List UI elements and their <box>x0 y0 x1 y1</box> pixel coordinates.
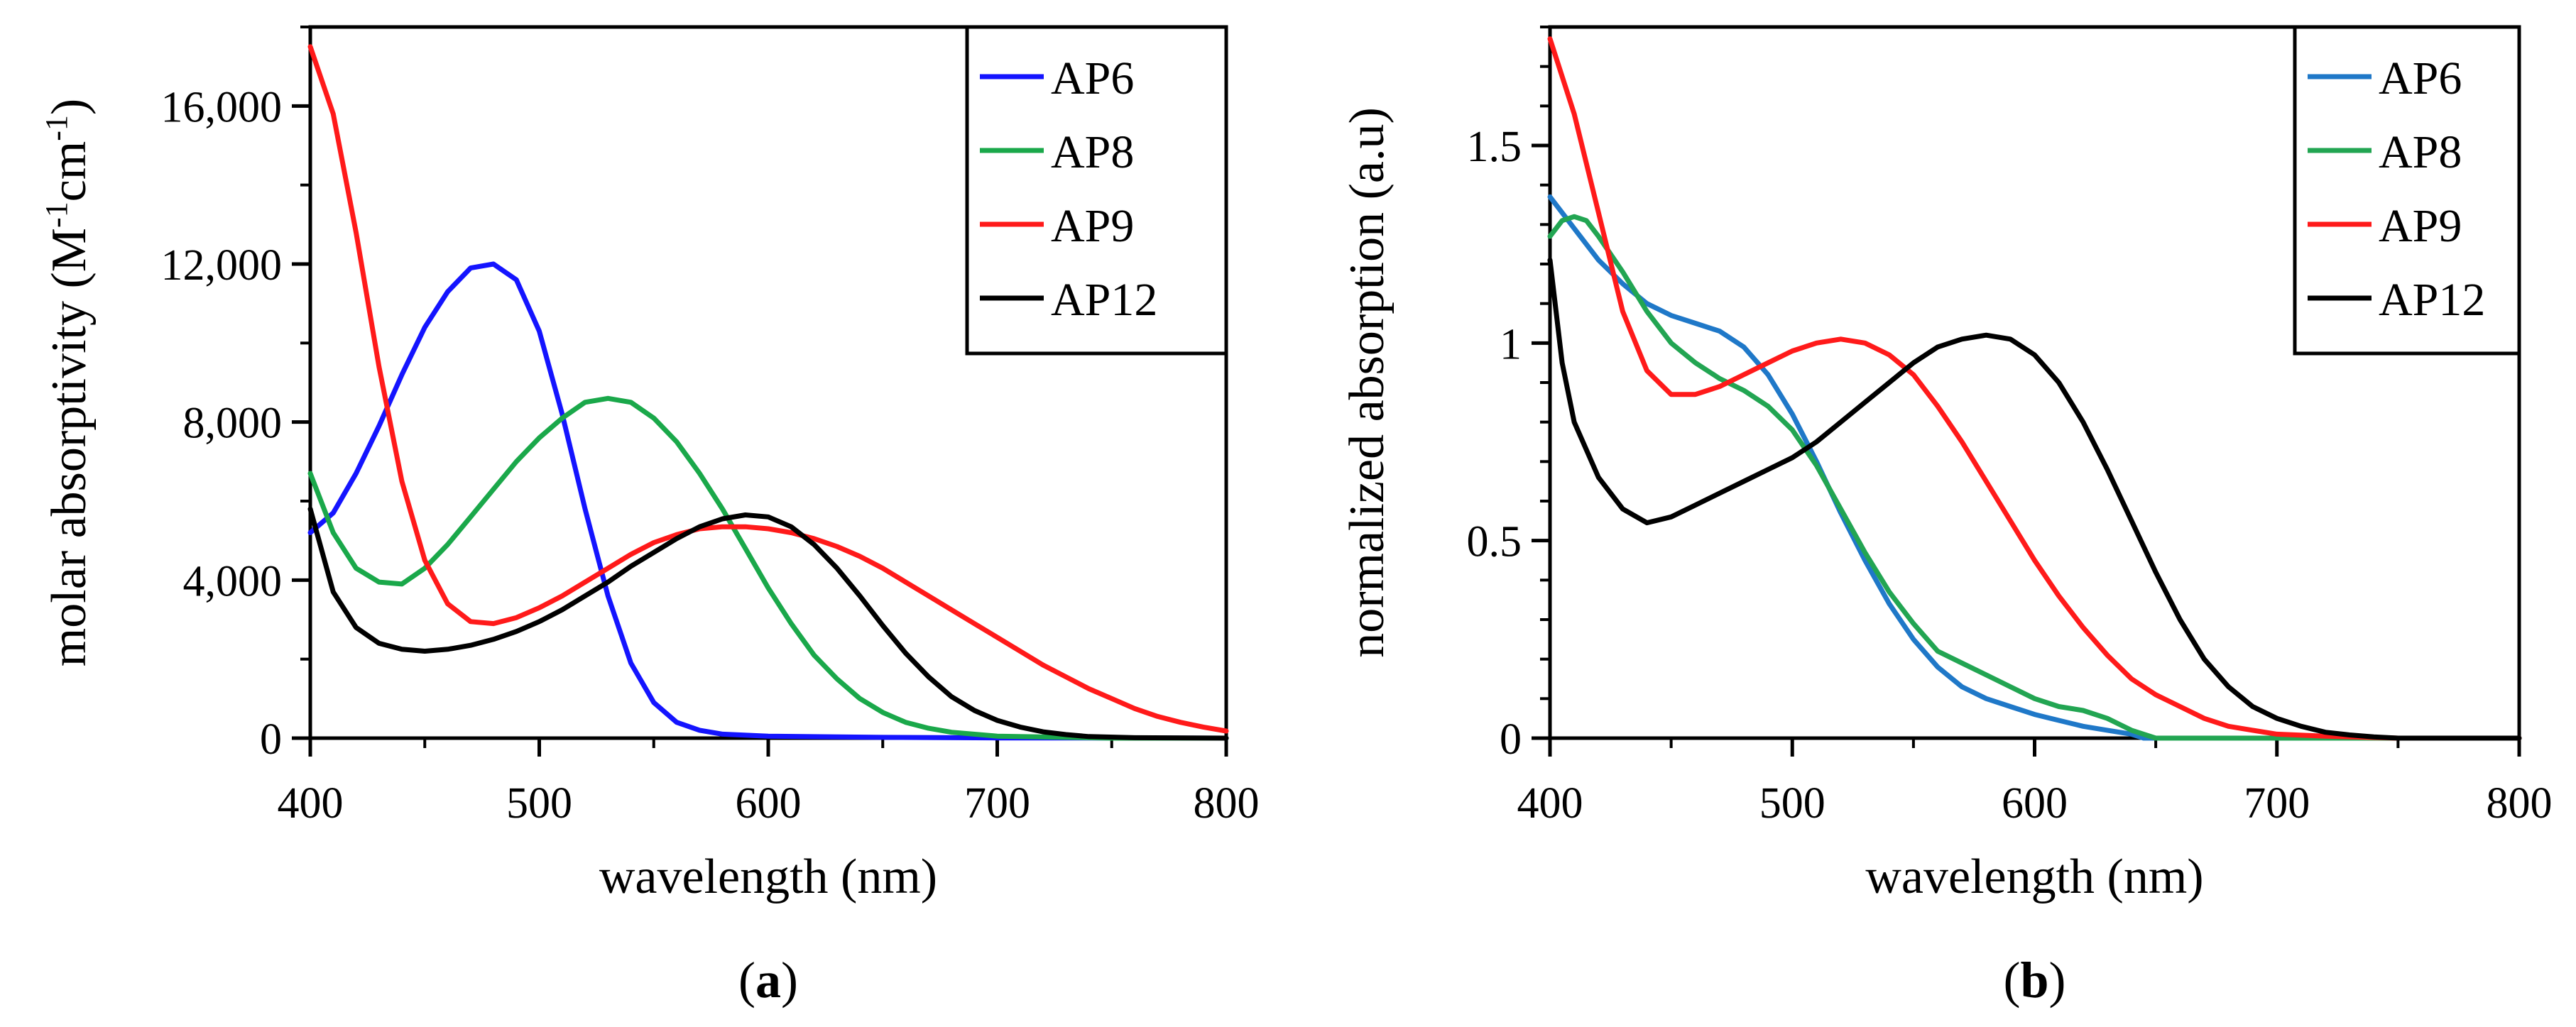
x-tick-label: 600 <box>736 779 802 828</box>
x-tick-label: 800 <box>1194 779 1260 828</box>
legend-label-ap6: AP6 <box>2379 53 2462 104</box>
panel-label-letter: b <box>2020 952 2048 1009</box>
panel-label: (a) <box>738 952 798 1009</box>
x-tick-label: 400 <box>1517 779 1583 828</box>
panel-label: (b) <box>2003 952 2065 1009</box>
series-line-ap12 <box>307 506 1229 741</box>
y-tick-label: 16,000 <box>161 83 283 131</box>
y-axis-title-superscript: -1 <box>39 115 74 141</box>
legend-label-ap9: AP9 <box>1051 200 1134 252</box>
y-tick-label: 8,000 <box>183 400 283 448</box>
series-line-ap8 <box>1547 214 2522 741</box>
x-axis-title: wavelength (nm) <box>599 850 937 904</box>
x-axis-title: wavelength (nm) <box>1865 850 2203 904</box>
panel-label-open: ( <box>738 952 755 1009</box>
x-tick-label: 800 <box>2487 779 2553 828</box>
y-tick-label: 0 <box>260 715 282 764</box>
y-axis-title: molar absorptivity (M-1cm-1) <box>39 99 97 666</box>
panel-b: 400 500 600 700 800 0 0.5 1 1.5 AP6 AP8 AP9 AP12 wave… <box>1340 25 2553 1009</box>
legend-label-ap8: AP8 <box>1051 126 1134 178</box>
series-line-ap9 <box>307 44 1229 734</box>
x-tick-label: 600 <box>2002 779 2068 828</box>
panel-label-close: ) <box>781 952 798 1009</box>
legend-label-ap9: AP9 <box>2379 200 2462 252</box>
x-tick-label: 400 <box>278 779 344 828</box>
series-line-ap9 <box>1547 36 2522 741</box>
y-tick-label: 1.5 <box>1467 123 1522 171</box>
y-tick-label: 0.5 <box>1467 518 1522 566</box>
legend-box <box>965 25 1228 356</box>
panel-label-letter: a <box>755 952 781 1009</box>
y-tick-label: 0 <box>1500 715 1522 764</box>
x-tick-label: 700 <box>2244 779 2310 828</box>
y-axis-title: normalized absorption (a.u) <box>1340 107 1395 658</box>
y-axis-title-main: molar absorptivity (M <box>42 228 97 666</box>
y-tick-label: 4,000 <box>183 557 283 605</box>
y-axis-title-end: ) <box>42 99 97 115</box>
series-line-ap12 <box>1547 257 2522 741</box>
y-axis-title-unit: cm <box>42 141 97 202</box>
legend-label-ap12: AP12 <box>1051 274 1157 326</box>
series-line-ap6 <box>307 261 1229 741</box>
legend-label-ap6: AP6 <box>1051 53 1134 104</box>
y-tick-label: 1 <box>1500 320 1522 368</box>
y-axis-title-superscript: -1 <box>39 202 74 228</box>
legend-label-ap12: AP12 <box>2379 274 2485 326</box>
legend-label-ap8: AP8 <box>2379 126 2462 178</box>
x-tick-label: 500 <box>1759 779 1825 828</box>
panel-label-open: ( <box>2003 952 2020 1009</box>
x-tick-label: 500 <box>506 779 572 828</box>
series-line-ap6 <box>1547 194 2522 741</box>
panel-label-close: ) <box>2049 952 2066 1009</box>
panel-a: 400 500 600 700 800 0 4,000 8,000 12,000 16,000 AP… <box>39 25 1260 1009</box>
x-tick-label: 700 <box>964 779 1030 828</box>
y-tick-label: 12,000 <box>161 241 283 290</box>
